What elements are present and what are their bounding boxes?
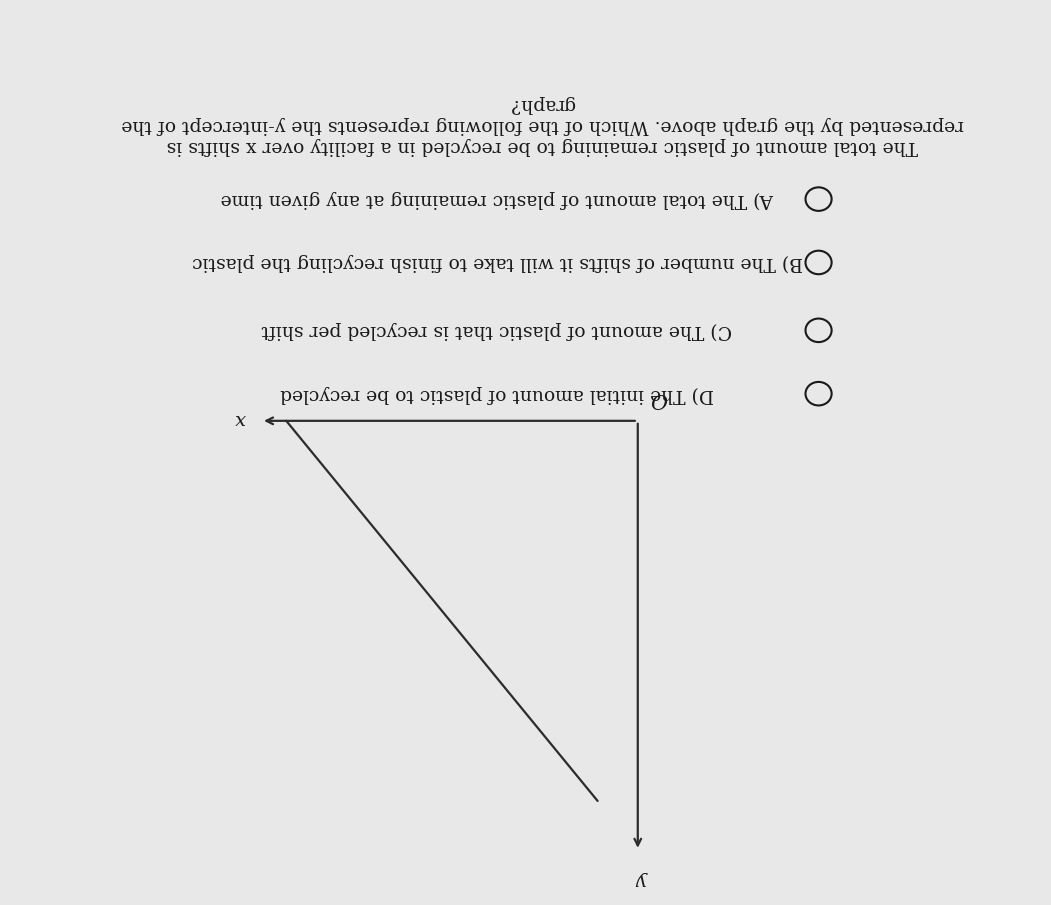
- Text: B) The number of shifts it will take to finish recycling the plastic: B) The number of shifts it will take to …: [191, 253, 803, 272]
- Text: O: O: [650, 395, 667, 414]
- Text: C) The amount of plastic that is recycled per shift: C) The amount of plastic that is recycle…: [262, 321, 733, 339]
- Text: The total amount of plastic remaining to be recycled in a facility over x shifts: The total amount of plastic remaining to…: [121, 95, 964, 155]
- Text: D) The initial amount of plastic to be recycled: D) The initial amount of plastic to be r…: [281, 385, 714, 403]
- Text: A) The total amount of plastic remaining at any given time: A) The total amount of plastic remaining…: [221, 190, 774, 208]
- Text: y: y: [637, 871, 648, 889]
- Text: x: x: [235, 410, 246, 428]
